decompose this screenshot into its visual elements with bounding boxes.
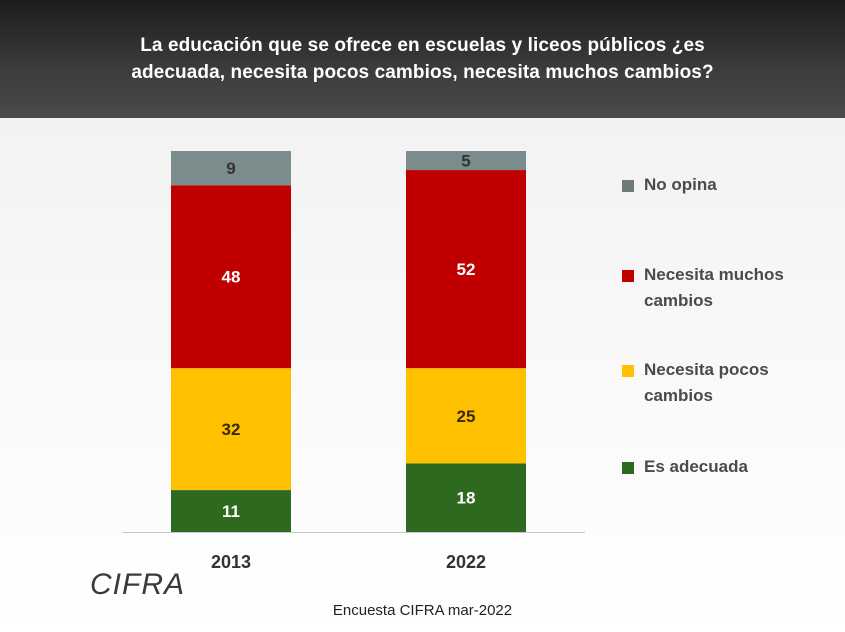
data-label-necesita-pocos-cambios-2013: 32 [222, 420, 241, 439]
stacked-bar-chart: 11 32 48 9 2013 18 25 52 5 2022 [122, 151, 585, 572]
data-label-es-adecuada-2013: 11 [222, 502, 240, 521]
data-label-necesita-pocos-cambios-2022: 25 [457, 407, 476, 426]
data-label-no-opina-2022: 5 [461, 152, 470, 171]
data-label-es-adecuada-2022: 18 [457, 489, 476, 508]
bar-segment-no-opina-2022 [406, 151, 526, 171]
data-label-no-opina-2013: 9 [226, 159, 235, 178]
legend-label-no-opina: No opina [644, 175, 717, 194]
bar-segment-necesita-pocos-cambios-2013 [171, 368, 291, 491]
bar-segment-necesita-muchos-cambios-2022 [406, 170, 526, 369]
source-note: Encuesta CIFRA mar-2022 [332, 602, 513, 619]
bar-segment-necesita-pocos-cambios-2022 [406, 368, 526, 464]
bar-segment-no-opina-2013 [171, 151, 291, 186]
bar-segment-es-adecuada-2013 [171, 490, 291, 532]
legend-swatch-pocos-cambios [622, 365, 634, 377]
data-label-necesita-muchos-cambios-2022: 52 [457, 260, 476, 279]
legend-label-pocos-cambios: Necesita pocos cambios [644, 360, 769, 405]
bar-segment-necesita-muchos-cambios-2013 [171, 185, 291, 369]
legend-label-muchos-cambios: Necesita muchos cambios [644, 265, 784, 310]
chart-header: La educación que se ofrece en escuelas y… [0, 0, 845, 118]
legend-swatch-no-opina [622, 180, 634, 192]
chart-legend: No opina Necesita muchos cambios Necesit… [622, 118, 832, 538]
x-tick-label-2022: 2022 [446, 552, 486, 572]
data-label-necesita-muchos-cambios-2013: 48 [222, 268, 241, 287]
cifra-logo: CIFRA [90, 568, 185, 601]
legend-label-adecuada: Es adecuada [644, 457, 748, 476]
x-tick-label-2013: 2013 [211, 552, 251, 572]
chart-title: La educación que se ofrece en escuelas y… [131, 35, 714, 83]
bar-segment-es-adecuada-2022 [406, 463, 526, 532]
legend-swatch-adecuada [622, 462, 634, 474]
legend-swatch-muchos-cambios [622, 270, 634, 282]
